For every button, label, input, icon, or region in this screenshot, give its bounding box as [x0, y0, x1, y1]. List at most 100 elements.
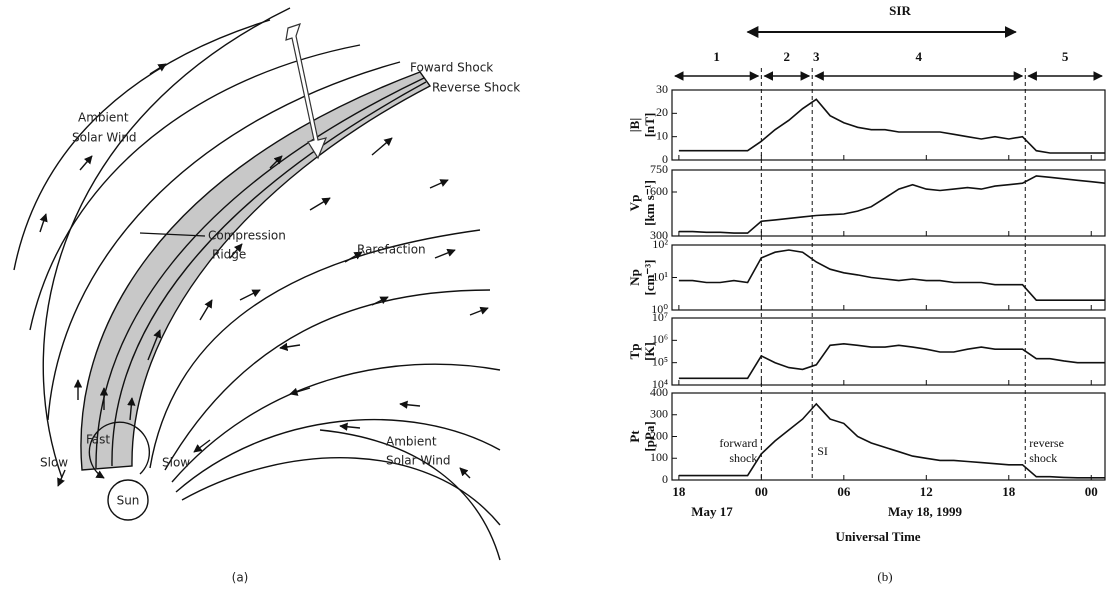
diagram-label: Slow [40, 456, 68, 470]
x-tick-label: 18 [1002, 484, 1016, 499]
arrow [429, 179, 449, 189]
y-tick-label: 300 [650, 228, 668, 242]
rotation-arrow [88, 421, 151, 479]
y-tick-label: 400 [650, 385, 668, 399]
field-line [111, 81, 427, 467]
arrow [39, 213, 48, 233]
y-tick-label: 10² [652, 237, 668, 251]
field-line [175, 418, 501, 493]
region-label: 1 [713, 49, 720, 64]
arrow [434, 248, 456, 259]
diagram-label: Rarefaction [357, 243, 426, 257]
y-axis-label: [km s⁻¹] [642, 180, 657, 226]
y-tick-label: 10⁰ [651, 302, 668, 316]
y-axis-label: |B| [627, 118, 642, 132]
diagram-label: Solar Wind [386, 454, 451, 468]
sun [107, 479, 149, 521]
y-axis-label: Tp [627, 344, 642, 360]
date-label: May 17 [691, 504, 733, 519]
field-line [319, 429, 501, 561]
caption: (a) [232, 571, 249, 585]
y-tick-label: 10¹ [652, 269, 668, 283]
arrow [239, 289, 261, 301]
event-label: shock [1029, 451, 1057, 465]
y-axis-label: [cm⁻³] [642, 259, 657, 295]
diagram-label: Foward Shock [410, 61, 493, 75]
panel-frame [671, 317, 1106, 386]
field-line [29, 44, 361, 331]
region-label: 2 [784, 49, 791, 64]
event-label: shock [729, 451, 757, 465]
x-tick-label: 00 [755, 484, 768, 499]
region-label: 4 [915, 49, 922, 64]
arrow [309, 197, 331, 211]
diagram-label: Fast [86, 433, 110, 447]
diagram-label: Ambient [78, 111, 129, 125]
x-tick-label: 06 [837, 484, 851, 499]
arrow [339, 422, 361, 431]
y-tick-label: 10⁶ [652, 332, 668, 346]
region-label: 5 [1062, 49, 1069, 64]
y-tick-label: 10 [656, 128, 668, 142]
field-line [171, 363, 501, 483]
field-line [95, 77, 425, 469]
arrow [371, 137, 393, 156]
y-axis-label: [pPa] [642, 421, 657, 451]
arrow [147, 329, 162, 361]
arrow [344, 251, 363, 263]
arrow [289, 387, 311, 396]
data-line [678, 98, 1105, 154]
arrow [399, 400, 421, 409]
arrow [371, 296, 389, 306]
data-line [678, 249, 1105, 301]
arrow [199, 299, 213, 321]
data-line [678, 402, 1105, 479]
arrow [269, 155, 283, 169]
event-label: SI [817, 444, 828, 458]
flow-arrows [39, 63, 489, 487]
x-tick-label: 18 [672, 484, 686, 499]
y-tick-label: 10⁵ [652, 354, 668, 368]
y-tick-label: 300 [650, 407, 668, 421]
y-tick-label: 10⁴ [652, 377, 668, 391]
field-line [13, 19, 271, 271]
panel-frame [671, 169, 1106, 237]
arrow [279, 342, 301, 352]
field-line [149, 229, 481, 469]
x-axis-title: Universal Time [835, 529, 920, 544]
y-tick-label: 0 [662, 152, 668, 166]
arrow [193, 439, 211, 453]
y-axis-label: [K] [642, 342, 657, 361]
caption: (b) [877, 569, 892, 584]
y-axis-label: Vp [627, 195, 642, 212]
data-line [678, 342, 1105, 380]
arrow [57, 469, 66, 487]
region-label: 3 [813, 49, 820, 64]
diagram-label: Slow [162, 456, 190, 470]
diagram-label: Ridge [212, 248, 246, 262]
panel-frame [671, 89, 1106, 161]
x-tick-label: 00 [1085, 484, 1098, 499]
diagram-label: Solar Wind [72, 131, 137, 145]
data-line [678, 175, 1106, 234]
event-label: reverse [1029, 436, 1064, 450]
diagram-label: Compression [208, 229, 286, 243]
y-tick-label: 0 [662, 472, 668, 486]
compression-band [80, 71, 432, 471]
chart-b: SIR Universal Time May 17 May 18, 1999 (… [627, 3, 1106, 584]
sir-label: SIR [889, 3, 911, 18]
y-axis-label: Np [627, 269, 642, 286]
arrow [79, 155, 93, 171]
y-tick-label: 20 [656, 105, 668, 119]
y-axis-label: Pt [627, 430, 642, 443]
arrow [149, 63, 167, 75]
event-label: forward [719, 436, 757, 450]
field-line [181, 457, 501, 526]
diagram-label: Ambient [386, 435, 437, 449]
date-label: May 18, 1999 [888, 504, 963, 519]
arrow [469, 306, 489, 316]
double-arrow [285, 23, 327, 160]
arrow [229, 243, 243, 259]
